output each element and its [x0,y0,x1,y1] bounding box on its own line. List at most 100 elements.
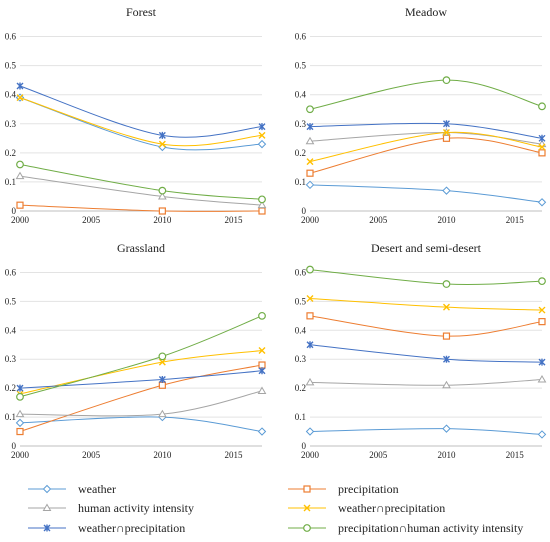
series-precipitation-and-human-activity-intensity-5 [306,265,546,288]
series-weather-0 [305,180,547,207]
legend-item-weather-0: weather [28,482,116,496]
data-point [306,123,314,131]
y-tick-label: 0.4 [295,325,307,335]
series-line [309,122,543,139]
data-point [157,191,167,200]
y-tick-label: 0.1 [295,412,306,422]
series-line [309,428,543,435]
series-line [19,370,263,389]
series-weather-0 [15,93,267,152]
series-line [309,137,543,174]
data-point [158,375,166,383]
series-line [19,315,263,398]
data-point [442,134,451,142]
y-tick-label: 0.3 [295,119,307,129]
series-human-activity-intensity-2 [305,374,547,389]
legend-label: precipitation [338,482,399,496]
data-point [158,358,166,366]
data-point [442,424,451,433]
x-tick-label: 2015 [225,450,244,460]
data-point [442,303,450,311]
data-point [16,94,24,102]
data-point [538,358,546,366]
series-human-activity-intensity-2 [305,127,547,148]
series-line [19,364,263,433]
data-point [306,105,314,114]
x-tick-label: 2010 [153,215,172,225]
legend-marker [303,485,311,493]
y-tick-label: 0.5 [5,61,17,71]
x-tick-label: 2000 [11,450,30,460]
data-point [442,128,450,136]
data-point [306,294,314,302]
data-point [257,200,267,209]
data-point [15,409,25,418]
data-point [16,384,24,392]
series-line [19,204,263,212]
data-point [538,102,546,111]
y-tick-label: 0.2 [5,383,16,393]
data-point [258,367,266,375]
data-point [257,386,267,395]
data-point [538,277,546,286]
series-line [309,184,543,203]
x-tick-label: 2000 [301,450,320,460]
data-point [306,169,314,177]
legend-label: weather∩precipitation [78,521,185,535]
panel-forest: 0 0.1 0.2 0.3 0.4 0.5 0.6 2000 2005 2010 2015 Fores… [5,5,267,225]
legend-label: weather [78,482,116,496]
legend-label: human activity intensity [78,501,194,515]
y-tick-label: 0.3 [5,119,17,129]
legend-item-weather-and-precipitation-3: weather∩precipitation [288,501,445,515]
data-point [538,306,546,314]
series-weather-and-precipitation-4 [306,341,546,366]
series-precipitation-1 [16,361,266,436]
y-tick-label: 0.4 [5,90,17,100]
data-point [442,332,451,340]
series-precipitation-and-human-activity-intensity-5 [16,311,266,401]
data-point [158,352,167,361]
y-tick-label: 0.2 [5,148,16,158]
y-tick-label: 0.5 [5,296,17,306]
data-point [537,198,547,207]
data-point [158,381,166,389]
data-point [442,280,451,288]
panel-title: Desert and semi-desert [371,241,482,255]
data-point [538,134,546,142]
y-tick-label: 0 [302,206,307,216]
legend-marker [303,524,311,532]
legend-item-precipitation-1: precipitation [288,482,399,496]
y-tick-label: 0.2 [295,148,306,158]
data-point [157,409,167,418]
data-point [305,180,315,190]
legend-marker [303,504,311,512]
y-tick-label: 0 [302,441,307,451]
legend: weather precipitation human activity inten… [28,482,523,535]
data-point [158,131,166,139]
series-line [309,315,543,337]
data-point [306,341,314,349]
legend-marker [43,524,51,532]
legend-marker [42,484,52,494]
data-point [258,131,266,139]
y-tick-label: 0.5 [295,61,307,71]
legend-label: weather∩precipitation [338,501,445,515]
y-tick-label: 0.1 [295,177,306,187]
data-point [158,186,167,195]
series-line [309,269,543,286]
series-human-activity-intensity-2 [15,171,267,209]
legend-item-human-activity-intensity-2: human activity intensity [28,501,194,515]
data-point [258,361,266,369]
series-line [309,378,543,386]
panel-meadow: 0 0.1 0.2 0.3 0.4 0.5 0.6 2000 2005 2010 2015 Meado… [295,5,547,225]
series-line [309,131,543,163]
y-tick-label: 0.6 [5,32,17,42]
y-tick-label: 0.3 [295,354,307,364]
data-point [258,195,266,204]
series-precipitation-1 [16,201,266,215]
data-point [538,149,546,157]
y-tick-label: 0.6 [295,32,307,42]
data-point [257,139,267,149]
data-point [16,427,24,436]
